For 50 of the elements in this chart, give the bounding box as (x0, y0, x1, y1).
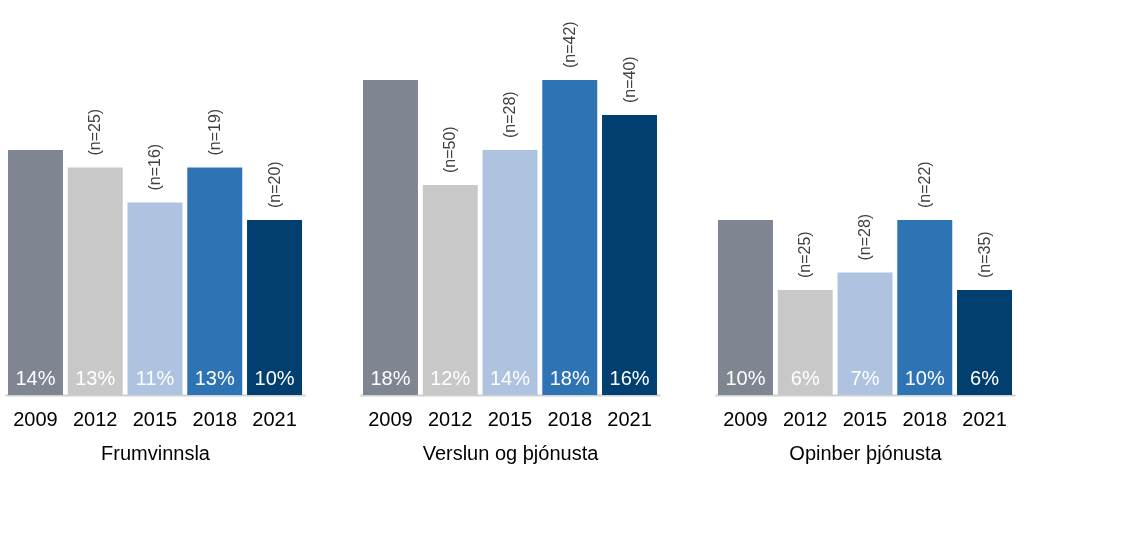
annotation: (n=20) (265, 161, 283, 208)
x-tick-label: 2021 (962, 407, 1007, 430)
bar (362, 80, 418, 395)
data-label: 18% (549, 367, 590, 389)
data-label: 10% (254, 367, 295, 389)
data-label: 10% (725, 367, 766, 389)
bar (482, 150, 538, 395)
x-tick-label: 2018 (902, 407, 948, 430)
annotation: (n=50) (441, 126, 459, 173)
x-axis-title: Opinber þjónusta (789, 441, 943, 464)
x-tick-label: 2015 (842, 407, 888, 430)
x-tick-label: 2009 (723, 407, 768, 430)
x-tick-label: 2012 (72, 407, 118, 430)
x-tick-label: 2012 (427, 407, 473, 430)
x-tick-label: 2018 (547, 407, 593, 430)
annotation: (n=28) (856, 213, 873, 261)
data-label: 14% (15, 367, 56, 389)
annotation: (n=22) (915, 161, 933, 208)
x-tick-label: 2018 (192, 407, 238, 430)
bar (542, 80, 598, 395)
annotation: (n=40) (620, 56, 638, 103)
x-axis-title: Frumvinnsla (101, 441, 211, 464)
annotation: (n=19) (205, 108, 223, 156)
bar (127, 202, 183, 395)
data-label: 7% (850, 367, 880, 389)
x-axis-title: Verslun og þjónusta (422, 441, 600, 464)
data-label: 10% (904, 367, 945, 389)
annotation: (n=35) (975, 231, 993, 278)
annotation: (n=16) (146, 143, 163, 191)
x-tick-label: 2009 (368, 407, 413, 430)
x-tick-label: 2012 (782, 407, 828, 430)
bar (602, 115, 658, 395)
annotation: (n=25) (796, 231, 814, 278)
annotation: (n=28) (501, 91, 518, 138)
bar (247, 220, 303, 395)
data-label: 11% (135, 367, 175, 389)
data-label: 16% (609, 367, 650, 389)
x-tick-label: 2015 (132, 407, 178, 430)
data-label: 14% (489, 367, 531, 389)
bar (7, 150, 63, 395)
bar (187, 167, 243, 395)
x-tick-label: 2021 (607, 407, 652, 430)
data-label: 18% (370, 367, 411, 389)
annotation: (n=42) (560, 21, 578, 68)
annotation: (n=25) (86, 108, 104, 156)
x-tick-label: 2009 (13, 407, 58, 430)
data-label: 13% (194, 367, 235, 389)
x-tick-label: 2015 (487, 407, 533, 430)
x-tick-label: 2021 (252, 407, 297, 430)
data-label: 6% (970, 367, 1000, 389)
